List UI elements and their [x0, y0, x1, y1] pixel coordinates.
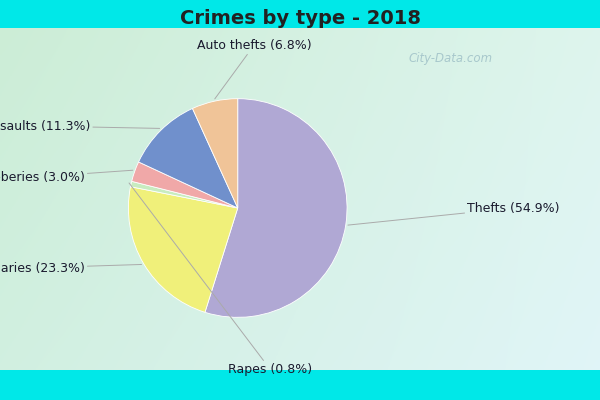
Wedge shape	[128, 187, 238, 312]
Text: City-Data.com: City-Data.com	[408, 52, 492, 65]
Wedge shape	[139, 108, 238, 208]
Wedge shape	[205, 99, 347, 317]
Text: Crimes by type - 2018: Crimes by type - 2018	[179, 8, 421, 28]
Text: Thefts (54.9%): Thefts (54.9%)	[348, 202, 560, 225]
Text: Assaults (11.3%): Assaults (11.3%)	[0, 120, 160, 132]
Text: Robberies (3.0%): Robberies (3.0%)	[0, 170, 133, 184]
Text: Rapes (0.8%): Rapes (0.8%)	[129, 183, 313, 376]
Text: Burglaries (23.3%): Burglaries (23.3%)	[0, 262, 142, 275]
Wedge shape	[132, 162, 238, 208]
Wedge shape	[130, 181, 238, 208]
Text: Auto thefts (6.8%): Auto thefts (6.8%)	[197, 39, 311, 99]
Wedge shape	[193, 99, 238, 208]
